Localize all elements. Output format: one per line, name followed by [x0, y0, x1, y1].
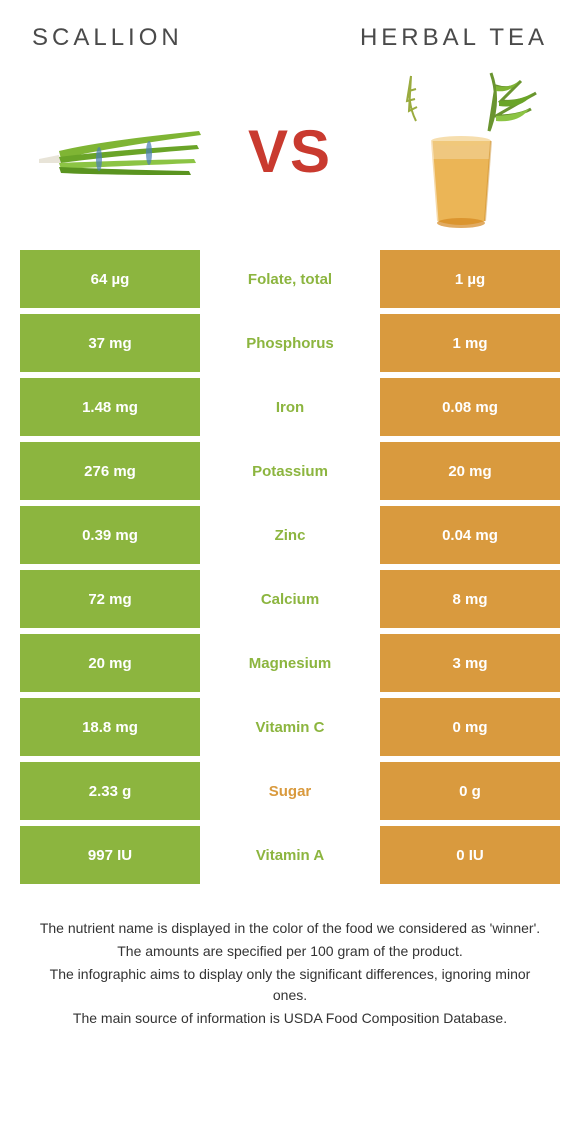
left-value: 276 mg [20, 442, 200, 500]
footnote-line: The amounts are specified per 100 gram o… [36, 941, 544, 962]
header: Scallion Herbal tea [0, 0, 580, 60]
right-value: 0 g [380, 762, 560, 820]
footnote-line: The main source of information is USDA F… [36, 1008, 544, 1029]
right-value: 0.04 mg [380, 506, 560, 564]
table-row: 997 IUVitamin A0 IU [20, 826, 560, 884]
title-right: Herbal tea [360, 24, 548, 52]
right-value: 0 IU [380, 826, 560, 884]
footnote-line: The infographic aims to display only the… [36, 964, 544, 1006]
nutrient-name: Sugar [200, 762, 380, 820]
nutrient-name: Magnesium [200, 634, 380, 692]
right-value: 0 mg [380, 698, 560, 756]
nutrient-name: Zinc [200, 506, 380, 564]
table-row: 20 mgMagnesium3 mg [20, 634, 560, 692]
nutrient-name: Vitamin A [200, 826, 380, 884]
table-row: 0.39 mgZinc0.04 mg [20, 506, 560, 564]
right-value: 8 mg [380, 570, 560, 628]
right-value: 20 mg [380, 442, 560, 500]
vs-badge: VS [248, 117, 332, 186]
left-value: 72 mg [20, 570, 200, 628]
table-row: 37 mgPhosphorus1 mg [20, 314, 560, 372]
left-value: 20 mg [20, 634, 200, 692]
nutrient-name: Phosphorus [200, 314, 380, 372]
left-value: 997 IU [20, 826, 200, 884]
right-value: 3 mg [380, 634, 560, 692]
nutrient-table: 64 µgFolate, total1 µg 37 mgPhosphorus1 m… [0, 250, 580, 884]
nutrient-name: Folate, total [200, 250, 380, 308]
right-value: 1 µg [380, 250, 560, 308]
hero-row: VS [0, 60, 580, 250]
left-value: 0.39 mg [20, 506, 200, 564]
table-row: 64 µgFolate, total1 µg [20, 250, 560, 308]
footnotes: The nutrient name is displayed in the co… [0, 890, 580, 1029]
table-row: 1.48 mgIron0.08 mg [20, 378, 560, 436]
herbal-tea-image [366, 76, 556, 226]
right-value: 1 mg [380, 314, 560, 372]
nutrient-name: Iron [200, 378, 380, 436]
table-row: 72 mgCalcium8 mg [20, 570, 560, 628]
table-row: 18.8 mgVitamin C0 mg [20, 698, 560, 756]
footnote-line: The nutrient name is displayed in the co… [36, 918, 544, 939]
nutrient-name: Calcium [200, 570, 380, 628]
left-value: 18.8 mg [20, 698, 200, 756]
nutrient-name: Vitamin C [200, 698, 380, 756]
left-value: 1.48 mg [20, 378, 200, 436]
table-row: 276 mgPotassium20 mg [20, 442, 560, 500]
nutrient-name: Potassium [200, 442, 380, 500]
left-value: 37 mg [20, 314, 200, 372]
left-value: 2.33 g [20, 762, 200, 820]
title-left: Scallion [32, 24, 183, 52]
left-value: 64 µg [20, 250, 200, 308]
table-row: 2.33 gSugar0 g [20, 762, 560, 820]
right-value: 0.08 mg [380, 378, 560, 436]
scallion-image [24, 76, 214, 226]
